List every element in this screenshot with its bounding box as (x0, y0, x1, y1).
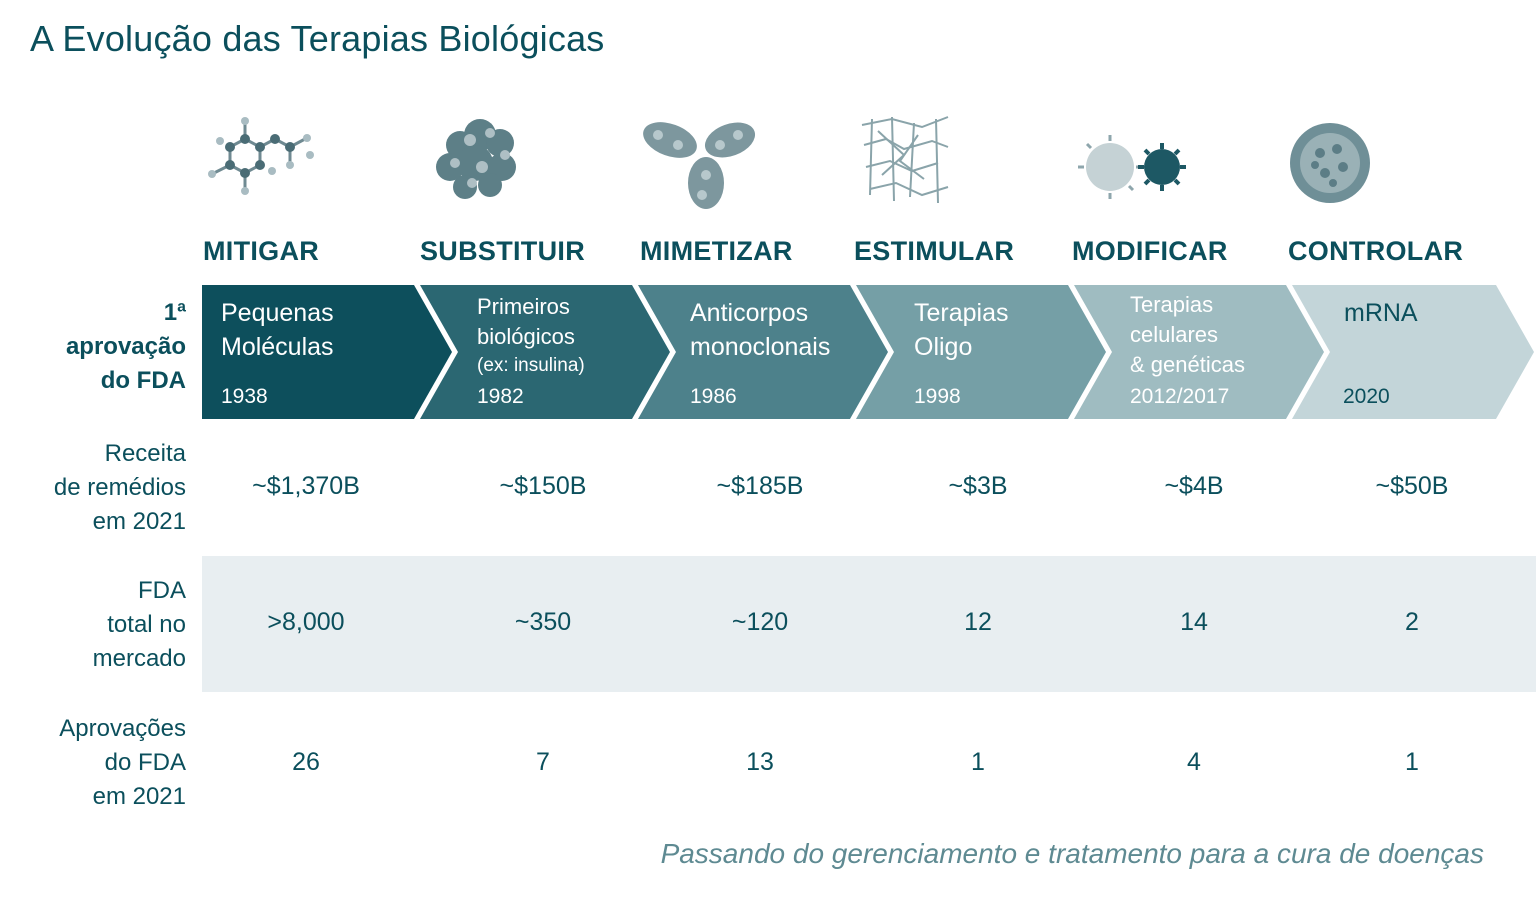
approvals-cell: 1 (971, 748, 985, 776)
category-label: ESTIMULAR (854, 236, 1015, 266)
approvals-cell: 1 (1405, 748, 1419, 776)
revenue-cell: ~$3B (948, 472, 1008, 500)
category-label: MITIGAR (203, 236, 320, 266)
approvals-cell: 13 (746, 748, 774, 776)
total-market-cell: 2 (1405, 608, 1419, 636)
highlight-band (202, 556, 1536, 692)
category-label: MODIFICAR (1072, 236, 1228, 266)
category-label: MIMETIZAR (640, 236, 793, 266)
stage-arrow (856, 285, 1106, 419)
category-label: CONTROLAR (1288, 236, 1464, 266)
row-label-total-market: FDA total no mercado (92, 577, 186, 672)
stage-label: Terapias celulares & genéticas (1130, 292, 1245, 377)
antibody-icon (643, 122, 756, 209)
revenue-cell: ~$150B (499, 472, 587, 500)
approvals-cell: 4 (1187, 748, 1201, 776)
stage-year: 1986 (690, 385, 737, 408)
small-molecule-icon (208, 117, 314, 195)
stage-arrow (1074, 285, 1324, 419)
total-market-cell: 12 (964, 608, 992, 636)
approvals-cell: 26 (292, 748, 320, 776)
footer-caption: Passando do gerenciamento e tratamento p… (660, 838, 1484, 869)
stage-year: 1982 (477, 385, 524, 408)
total-market-cell: >8,000 (267, 608, 345, 636)
protein-icon (436, 119, 516, 199)
stage-arrow (420, 285, 670, 419)
stage-label: mRNA (1344, 299, 1418, 327)
stage-arrow (638, 285, 888, 419)
revenue-cell: ~$50B (1375, 472, 1449, 500)
stage-label: Primeiros biológicos (ex: insulina) (477, 294, 585, 376)
stage-label: Anticorpos monoclonais (690, 299, 831, 361)
revenue-cell: ~$1,370B (252, 472, 360, 500)
row-label-first-approval: 1ª aprovação do FDA (65, 299, 186, 394)
mrna-lipid-nanoparticle-icon (1290, 123, 1370, 203)
stage-arrow (202, 285, 452, 419)
row-label-revenue: Receita de remédios em 2021 (53, 440, 186, 535)
stage-year: 1998 (914, 385, 961, 408)
total-market-cell: 14 (1180, 608, 1208, 636)
cell-gene-icon (1078, 135, 1186, 199)
oligo-icon (861, 116, 949, 204)
stage-year: 2020 (1343, 385, 1390, 408)
revenue-cell: ~$4B (1164, 472, 1224, 500)
stage-arrow (1292, 285, 1534, 419)
approvals-cell: 7 (536, 748, 550, 776)
stage-label: Terapias Oligo (914, 299, 1009, 361)
stage-label: Pequenas Moléculas (221, 299, 334, 361)
total-market-cell: ~350 (514, 608, 572, 636)
stage-year: 2012/2017 (1130, 385, 1230, 408)
total-market-cell: ~120 (731, 608, 789, 636)
revenue-cell: ~$185B (716, 472, 804, 500)
row-label-approvals-2021: Aprovações do FDA em 2021 (59, 715, 186, 810)
stage-year: 1938 (221, 385, 268, 408)
category-label: SUBSTITUIR (420, 236, 585, 266)
timeline-arrows (202, 285, 1534, 419)
page-title: A Evolução das Terapias Biológicas (30, 18, 605, 59)
